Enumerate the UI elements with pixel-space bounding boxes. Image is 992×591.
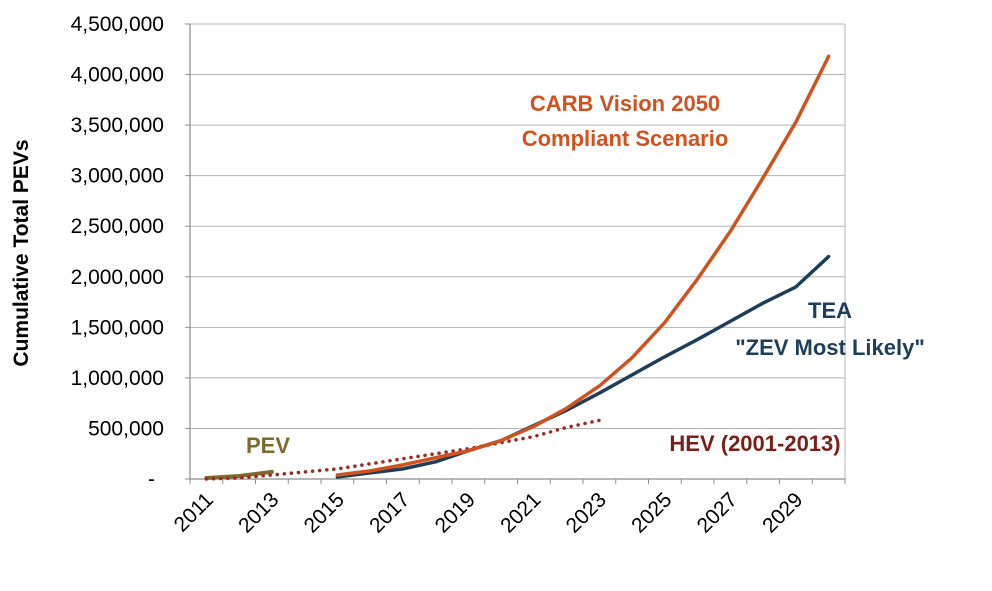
series-line-tea xyxy=(335,254,831,479)
y-tick-label: 4,500,000 xyxy=(71,13,164,36)
pev-label: PEV xyxy=(246,433,290,458)
y-tick-label: 3,000,000 xyxy=(71,165,164,188)
tea-label-line1: TEA xyxy=(808,298,852,323)
series-line-carb xyxy=(335,54,831,477)
y-tick-label: 4,000,000 xyxy=(71,64,164,87)
y-tick-label: 1,500,000 xyxy=(71,316,164,339)
y-tick-label: - xyxy=(148,468,155,491)
series-layer xyxy=(204,54,831,481)
y-tick-label: 2,500,000 xyxy=(71,215,164,238)
y-axis-title: Cumulative Total PEVs xyxy=(10,139,33,366)
series-line-pev xyxy=(204,469,274,480)
y-tick-label: 2,000,000 xyxy=(71,266,164,289)
hev-label: HEV (2001-2013) xyxy=(669,431,840,456)
y-tick-label: 1,000,000 xyxy=(71,367,164,390)
gridlines xyxy=(190,23,846,479)
carb-label-line2: Compliant Scenario xyxy=(522,126,729,151)
tea-label-line2: "ZEV Most Likely" xyxy=(735,335,925,360)
carb-label-line1: CARB Vision 2050 xyxy=(530,91,720,116)
y-tick-label: 3,500,000 xyxy=(71,114,164,137)
y-tick-label: 500,000 xyxy=(88,417,164,440)
series-line-hev xyxy=(204,418,602,481)
axes xyxy=(185,23,846,484)
y-tick-labels: - 500,000 1,000,000 1,500,000 2,000,000 2,500… xyxy=(71,13,164,491)
